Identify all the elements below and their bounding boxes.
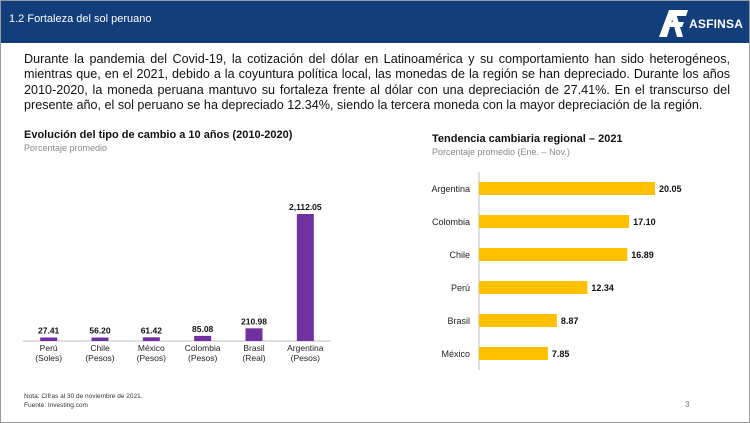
bar-peru	[40, 337, 58, 341]
asfinsa-logo: ASFINSA	[657, 7, 747, 39]
data-label-brasil: 210.98	[241, 316, 267, 326]
bar-chile	[479, 248, 628, 261]
tick-label-brasil: Brasil	[243, 343, 264, 353]
data-label-peru: 12.34	[591, 283, 614, 293]
af-logo-icon	[659, 10, 688, 37]
header-bar: 1.2 Fortaleza del sol peruano ASFINSA	[1, 1, 749, 43]
bar-peru	[479, 281, 588, 294]
section-title: 1.2 Fortaleza del sol peruano	[9, 13, 152, 25]
category-label-colombia: Colombia	[432, 217, 470, 227]
category-label-peru: Perú	[451, 283, 470, 293]
tick-label-brasil-unit: (Real)	[242, 353, 265, 363]
data-label-argentina: 20.05	[659, 184, 682, 194]
category-label-brasil: Brasil	[447, 316, 470, 326]
data-label-mexico: 61.42	[141, 325, 163, 335]
tick-label-colombia: Colombia	[185, 343, 221, 353]
page-number: 3	[685, 400, 690, 409]
footnote-note: Nota: Cifras al 30 de noviembre de 2021.	[24, 393, 143, 400]
data-label-colombia: 85.08	[192, 324, 214, 334]
data-label-chile: 16.89	[631, 250, 654, 260]
data-label-colombia: 17.10	[633, 217, 656, 227]
data-label-brasil: 8.87	[561, 316, 579, 326]
bar-mexico	[479, 347, 548, 360]
tick-label-peru: Perú	[40, 343, 58, 353]
right-chart-title: Tendencia cambiaria regional – 2021	[432, 133, 623, 145]
left-chart-subtitle: Porcentaje promedio	[24, 143, 108, 153]
tick-label-chile: Chile	[90, 343, 110, 353]
data-label-argentina: 2,112.05	[289, 202, 322, 212]
tick-label-colombia-unit: (Pesos)	[188, 353, 217, 363]
left-chart-title: Evolución del tipo de cambio a 10 años (…	[24, 129, 293, 141]
bar-argentina	[479, 182, 655, 195]
bar-brasil	[479, 314, 557, 327]
data-label-peru: 27.41	[38, 326, 60, 336]
bar-colombia	[194, 335, 212, 341]
tick-label-mexico-unit: (Pesos)	[137, 353, 166, 363]
tick-label-argentina: Argentina	[287, 343, 324, 353]
category-label-mexico: México	[441, 349, 470, 359]
bar-argentina	[296, 214, 314, 341]
bar-mexico	[142, 337, 160, 341]
category-label-chile: Chile	[449, 250, 470, 260]
tick-label-mexico: México	[138, 343, 165, 353]
data-label-chile: 56.20	[89, 326, 111, 336]
tick-label-chile-unit: (Pesos)	[85, 353, 114, 363]
tick-label-argentina-unit: (Pesos)	[291, 353, 320, 363]
bar-colombia	[479, 215, 630, 228]
category-label-argentina: Argentina	[431, 184, 470, 194]
tick-label-peru-unit: (Soles)	[35, 353, 62, 363]
intro-paragraph: Durante la pandemia del Covid-19, la cot…	[24, 52, 730, 113]
bar-brasil	[245, 328, 263, 341]
right-chart-subtitle: Porcentaje promedio (Ene. – Nov.)	[432, 147, 570, 157]
data-label-mexico: 7.85	[552, 349, 570, 359]
bar-chile	[91, 337, 109, 341]
footnote-source: Fuente: Investing.com	[24, 402, 88, 409]
logo-text: ASFINSA	[689, 17, 744, 31]
